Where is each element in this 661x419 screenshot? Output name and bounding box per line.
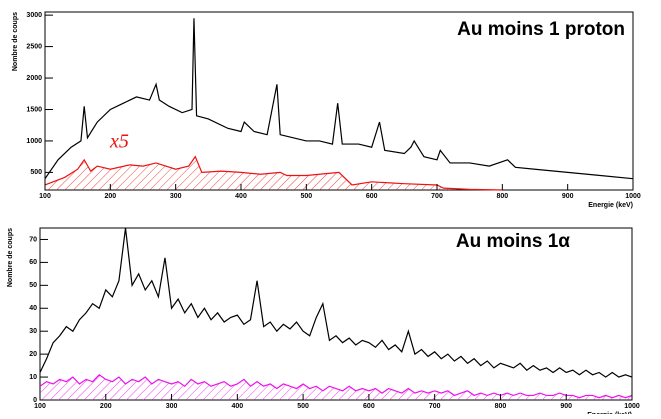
- x-tick-label: 900: [560, 403, 572, 410]
- x-tick-label: 400: [235, 193, 247, 200]
- x-tick-label: 700: [431, 193, 443, 200]
- y-tick-label: 2500: [26, 43, 42, 50]
- x-tick-label: 200: [104, 193, 116, 200]
- y-tick-label: 1000: [26, 138, 42, 145]
- x-axis-label: Energie (keV): [588, 202, 633, 209]
- y-tick-label: 500: [30, 169, 42, 176]
- y-tick-label: 20: [29, 351, 37, 358]
- x-tick-label: 900: [562, 193, 574, 200]
- plot-frame: [39, 227, 633, 401]
- series-line: [44, 155, 503, 191]
- chart-title: Au moins 1α: [456, 231, 570, 252]
- x-tick-label: 300: [170, 193, 182, 200]
- y-tick-label: 30: [29, 328, 37, 335]
- plot-frame: [44, 11, 634, 191]
- y-tick-label: 10: [29, 374, 37, 381]
- x-tick-label: 1000: [625, 193, 641, 200]
- y-tick-label: 0: [33, 397, 37, 404]
- y-tick-label: 3000: [26, 12, 42, 19]
- x-tick-label: 200: [100, 403, 112, 410]
- x-tick-label: 700: [429, 403, 441, 410]
- y-axis-label: Nombre de coups: [12, 12, 19, 71]
- x-tick-label: 600: [363, 403, 375, 410]
- annotation: x5: [109, 131, 129, 153]
- x-tick-label: 100: [34, 403, 46, 410]
- y-tick-label: 2000: [26, 75, 42, 82]
- series-line: [39, 227, 633, 378]
- y-tick-label: 70: [29, 236, 37, 243]
- x-tick-label: 500: [297, 403, 309, 410]
- x-tick-label: 1000: [624, 403, 640, 410]
- y-tick-label: 60: [29, 259, 37, 266]
- x-tick-label: 300: [166, 403, 178, 410]
- chart-title: Au moins 1 proton: [457, 19, 625, 40]
- series-line: [39, 373, 633, 399]
- y-tick-label: 40: [29, 305, 37, 312]
- y-tick-label: 50: [29, 282, 37, 289]
- x-tick-label: 500: [300, 193, 312, 200]
- y-tick-label: 1500: [26, 106, 42, 113]
- y-axis-label: Nombre de coups: [7, 228, 14, 287]
- x-tick-label: 400: [231, 403, 243, 410]
- x-tick-label: 100: [39, 193, 51, 200]
- x-tick-label: 600: [366, 193, 378, 200]
- series-line: [44, 18, 634, 180]
- x-tick-label: 800: [496, 193, 508, 200]
- hatch-fill: [40, 374, 632, 400]
- x-tick-label: 800: [495, 403, 507, 410]
